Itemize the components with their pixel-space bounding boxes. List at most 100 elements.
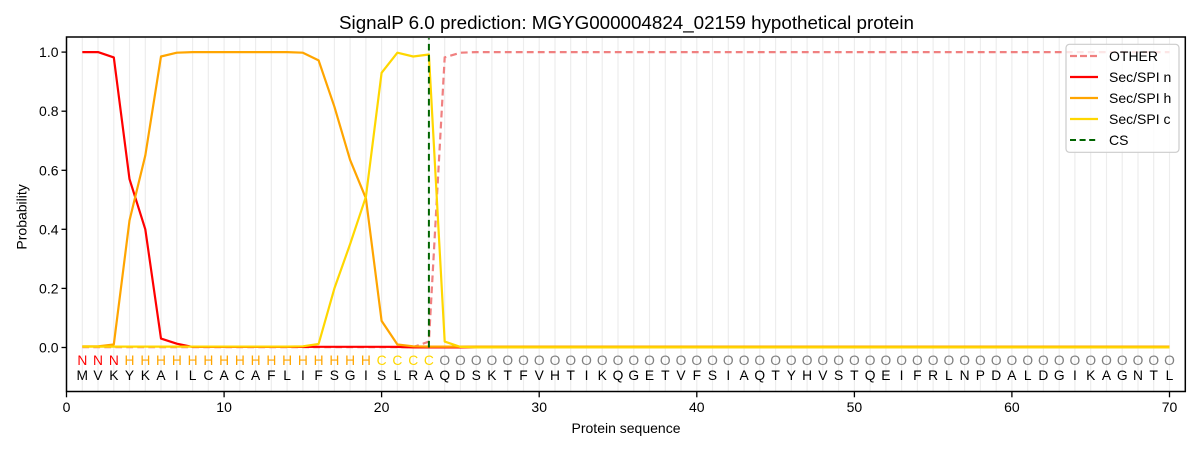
svg-text:G: G [1054,368,1065,383]
svg-text:O: O [944,353,955,368]
svg-text:C: C [235,368,245,383]
svg-text:CS: CS [1109,132,1128,148]
svg-text:40: 40 [689,399,705,415]
svg-text:I: I [585,368,589,383]
svg-text:O: O [849,353,860,368]
svg-text:O: O [502,353,513,368]
svg-text:G: G [345,368,356,383]
svg-text:O: O [754,353,765,368]
svg-text:O: O [1007,353,1018,368]
svg-text:H: H [802,368,812,383]
svg-text:S: S [330,368,339,383]
svg-text:H: H [235,353,245,368]
svg-text:Y: Y [787,368,796,383]
svg-text:T: T [661,368,670,383]
svg-text:I: I [726,368,730,383]
svg-text:L: L [283,368,291,383]
svg-text:C: C [424,353,434,368]
svg-text:O: O [786,353,797,368]
svg-text:K: K [598,368,608,383]
svg-text:O: O [550,353,561,368]
svg-text:O: O [1133,353,1144,368]
svg-text:H: H [125,353,135,368]
svg-text:T: T [1149,368,1158,383]
svg-text:F: F [267,368,275,383]
svg-text:H: H [251,353,261,368]
svg-text:H: H [266,353,276,368]
svg-text:0.8: 0.8 [39,103,59,119]
svg-text:O: O [739,353,750,368]
svg-text:O: O [534,353,545,368]
svg-text:H: H [219,353,229,368]
svg-text:O: O [1148,353,1159,368]
svg-text:S: S [834,368,843,383]
svg-text:0: 0 [63,399,71,415]
svg-text:S: S [708,368,717,383]
svg-text:I: I [900,368,904,383]
svg-text:V: V [93,368,103,383]
svg-text:O: O [896,353,907,368]
svg-text:N: N [93,353,103,368]
svg-text:A: A [424,368,434,383]
svg-text:O: O [881,353,892,368]
svg-text:H: H [172,353,182,368]
svg-text:A: A [1102,368,1112,383]
svg-text:I: I [364,368,368,383]
svg-text:I: I [301,368,305,383]
svg-text:A: A [219,368,229,383]
svg-text:1.0: 1.0 [39,44,59,60]
svg-text:N: N [109,353,119,368]
svg-text:T: T [771,368,780,383]
svg-text:O: O [565,353,576,368]
svg-text:0.0: 0.0 [39,340,59,356]
svg-text:O: O [628,353,639,368]
svg-text:Sec/SPI n: Sec/SPI n [1109,69,1171,85]
svg-text:O: O [991,353,1002,368]
svg-text:O: O [723,353,734,368]
svg-text:30: 30 [531,399,547,415]
svg-text:Sec/SPI c: Sec/SPI c [1109,111,1170,127]
svg-text:70: 70 [1162,399,1178,415]
svg-text:L: L [1166,368,1174,383]
svg-text:O: O [1164,353,1175,368]
svg-text:20: 20 [374,399,390,415]
svg-text:O: O [707,353,718,368]
svg-text:C: C [203,368,213,383]
svg-text:10: 10 [216,399,232,415]
svg-text:O: O [770,353,781,368]
svg-text:M: M [77,368,89,383]
svg-text:C: C [408,353,418,368]
svg-text:O: O [1101,353,1112,368]
svg-text:O: O [1117,353,1128,368]
svg-text:O: O [676,353,687,368]
svg-text:V: V [676,368,686,383]
svg-text:I: I [1073,368,1077,383]
svg-text:D: D [455,368,465,383]
svg-text:A: A [251,368,261,383]
svg-text:O: O [928,353,939,368]
svg-text:K: K [141,368,151,383]
svg-text:A: A [156,368,166,383]
svg-text:O: O [660,353,671,368]
svg-text:L: L [189,368,197,383]
svg-text:O: O [1022,353,1033,368]
svg-text:P: P [976,368,985,383]
svg-text:G: G [1117,368,1128,383]
svg-text:L: L [1024,368,1032,383]
svg-text:T: T [850,368,859,383]
svg-text:O: O [975,353,986,368]
svg-text:F: F [519,368,527,383]
svg-text:T: T [566,368,575,383]
svg-text:H: H [188,353,198,368]
svg-text:V: V [818,368,828,383]
svg-text:H: H [550,368,560,383]
svg-text:O: O [644,353,655,368]
svg-text:O: O [1038,353,1049,368]
svg-text:O: O [455,353,466,368]
svg-text:H: H [329,353,339,368]
svg-text:A: A [739,368,749,383]
svg-text:O: O [597,353,608,368]
svg-text:O: O [1054,353,1065,368]
svg-text:O: O [802,353,813,368]
svg-text:O: O [817,353,828,368]
